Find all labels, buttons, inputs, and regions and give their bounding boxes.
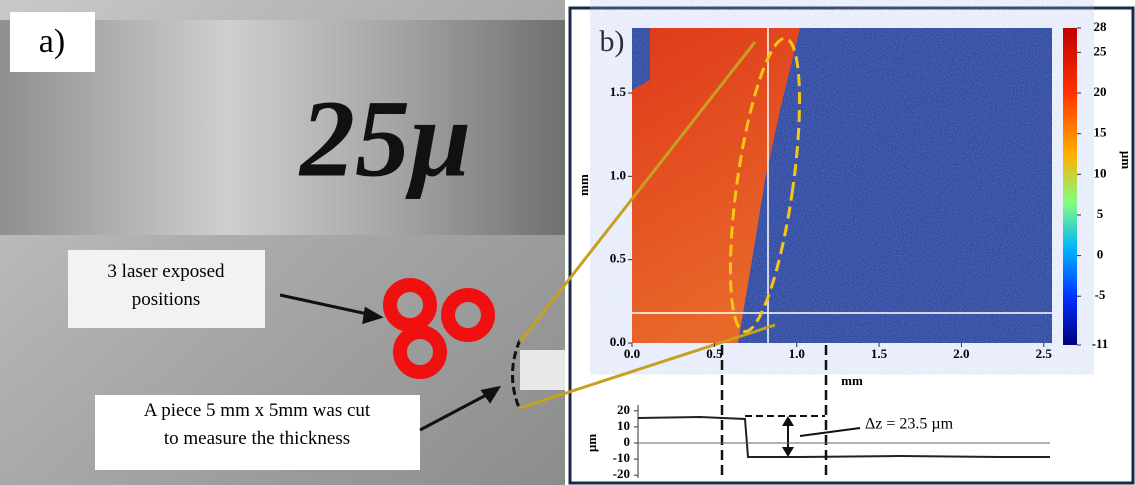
- x-tick-label: 1.0: [789, 346, 805, 361]
- x-axis-label: mm: [841, 373, 863, 388]
- colorbar-tick-label: 28: [1094, 19, 1108, 34]
- profile-y-label: µm: [584, 434, 599, 452]
- colorbar-tick-label: 5: [1097, 206, 1104, 221]
- x-tick-label: 0.5: [706, 346, 723, 361]
- y-axis-label: mm: [576, 174, 591, 196]
- profile-tick-label: 10: [617, 418, 630, 433]
- x-tick-label: 2.0: [953, 346, 969, 361]
- colorbar-tick-label: 0: [1097, 247, 1104, 262]
- colorbar-tick-label: 25: [1094, 43, 1108, 58]
- y-tick-label: 1.5: [610, 84, 627, 99]
- y-tick-label: 1.0: [610, 167, 626, 182]
- profile-area: [583, 400, 1063, 480]
- colorbar-tick-label: -5: [1095, 287, 1106, 302]
- colorbar-tick-label: -11: [1092, 336, 1109, 351]
- x-tick-label: 2.5: [1036, 346, 1053, 361]
- figure: a) 25μ 3 laser exposedpositions A piece …: [0, 0, 1135, 485]
- colorbar-tick-label: 10: [1094, 165, 1107, 180]
- x-tick-label: 0.0: [624, 346, 640, 361]
- x-tick-label: 1.5: [871, 346, 888, 361]
- colorbar-label: µm: [1119, 151, 1134, 169]
- profile-tick-label: -10: [613, 450, 630, 465]
- colorbar: [1063, 28, 1077, 345]
- y-tick-label: 0.5: [610, 251, 627, 266]
- sample-piece: [520, 350, 565, 390]
- profile-tick-label: 20: [617, 402, 630, 417]
- colorbar-tick-label: 20: [1094, 84, 1107, 99]
- annotation: Δz = 23.5 µm: [865, 416, 954, 433]
- panel-b: b) mm mm µm µm Δz = 23.5 µm: [520, 8, 1134, 483]
- panel-label: a): [39, 23, 65, 60]
- profile-tick-label: -20: [613, 466, 630, 481]
- profile-tick-label: 0: [624, 434, 631, 449]
- handwriting: 25μ: [298, 77, 471, 199]
- colorbar-tick-label: 15: [1094, 125, 1108, 140]
- y-tick-label: 0.0: [610, 334, 626, 349]
- panel-label: b): [600, 25, 625, 58]
